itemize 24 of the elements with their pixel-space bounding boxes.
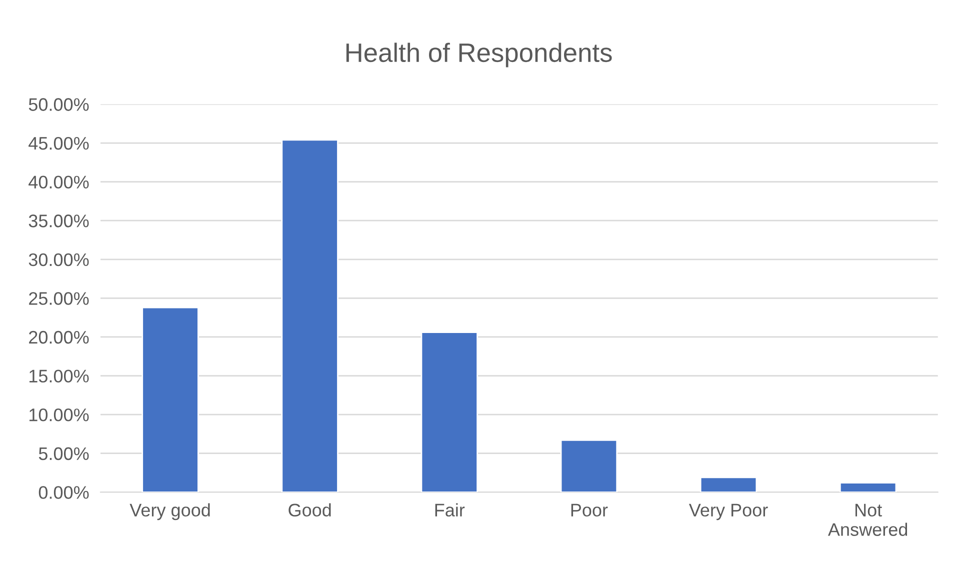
bar	[700, 476, 758, 492]
y-tick-label: 20.00%	[29, 330, 89, 344]
x-tick-label: Good	[288, 503, 331, 517]
y-tick-label: 45.00%	[28, 136, 89, 150]
chart-title: Health of Respondents	[346, 42, 612, 68]
y-tick-label: 0.00%	[38, 486, 89, 499]
x-tick-label: Very Poor	[688, 504, 768, 520]
x-tick-label: Very good	[130, 503, 210, 520]
y-tick-label: 25.00%	[29, 292, 89, 305]
bar	[420, 332, 478, 492]
y-tick-label: 5.00%	[38, 447, 89, 460]
y-tick-label: 15.00%	[30, 370, 89, 382]
bar	[142, 306, 199, 492]
y-tick-label: 10.00%	[30, 408, 89, 422]
x-tick-label: Fair	[435, 503, 465, 517]
y-tick-label: 30.00%	[28, 253, 89, 266]
y-tick-label: 50.00%	[28, 98, 89, 111]
bar	[839, 482, 897, 492]
x-tick-label: Poor	[571, 504, 608, 517]
y-tick-label: 35.00%	[28, 214, 89, 228]
bar	[560, 439, 618, 492]
x-tick-label: Not Answered	[828, 504, 908, 536]
y-tick-label: 40.00%	[28, 176, 89, 189]
bar	[281, 139, 338, 492]
